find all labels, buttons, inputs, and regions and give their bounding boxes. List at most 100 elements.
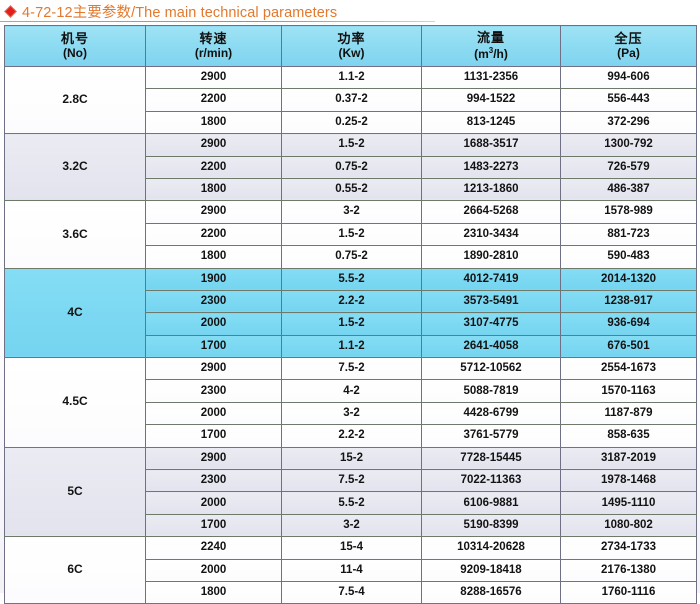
column-header-pressure-cn: 全压 [614,30,643,46]
cell-power: 2.2-2 [281,424,422,448]
cell-flow: 6106-9881 [421,491,561,515]
column-header-power-en: (Kw) [338,45,365,60]
cell-pressure: 881-723 [560,222,697,247]
cell-model: 3.2C [4,133,146,202]
cell-speed: 1700 [145,334,282,359]
cell-speed: 2900 [145,133,282,157]
cell-speed: 2000 [145,558,282,582]
column-header-model: 机号 (No) [4,25,146,67]
cell-flow: 3107-4775 [421,312,561,336]
cell-pressure: 2554-1673 [560,357,697,381]
cell-pressure: 994-606 [560,65,697,90]
cell-power: 15-4 [281,536,422,560]
table-row: 2200 0.37-2 994-1522 556-443 [5,88,697,112]
column-header-flow-en: (m3/h) [474,45,508,61]
table-row: 1800 0.55-2 1213-1860 486-387 [5,177,697,202]
cell-flow: 10314-20628 [421,536,561,560]
column-header-model-cn: 机号 [60,30,89,46]
cell-power: 1.5-2 [281,133,422,157]
cell-power: 0.25-2 [281,110,422,135]
column-header-speed: 转速 (r/min) [145,25,282,67]
cell-speed: 1800 [145,245,282,269]
cell-power: 7.5-2 [281,469,422,493]
table-row: 4C 1900 5.5-2 4012-7419 2014-1320 [4,267,697,359]
cell-pressure: 1187-879 [560,401,697,426]
table-row: 1700 2.2-2 3761-5779 858-635 [5,424,697,448]
table-header: 机号 (No) 转速 (r/min) 功率 (Kw) 流量 (m3/h) 全压 [4,25,697,67]
column-header-speed-cn: 转速 [199,30,228,46]
cell-pressure: 676-501 [560,334,697,359]
cell-power: 1.5-2 [281,312,422,336]
cell-power: 3-2 [281,200,422,224]
cell-speed: 1900 [145,267,282,291]
cell-power: 0.37-2 [281,88,422,112]
cell-flow: 1890-2810 [421,245,561,269]
table-row: 2300 7.5-2 7022-11363 1978-1468 [5,469,697,493]
table-row: 3.6C 2900 3-2 2664-5268 1578-989 [4,200,697,269]
cell-pressure: 1495-1110 [560,491,697,515]
table-row: 1700 3-2 5190-8399 1080-802 [5,513,697,538]
cell-pressure: 2734-1733 [560,536,697,560]
table-row: 1800 0.75-2 1890-2810 590-483 [5,245,697,269]
cell-speed: 1700 [145,424,282,448]
table-row: 4.5C 2900 7.5-2 5712-10562 2554-1673 [4,357,697,448]
cell-speed: 2300 [145,379,282,403]
cell-power: 4-2 [281,379,422,403]
cell-speed: 2900 [145,446,282,471]
cell-power: 11-4 [281,558,422,582]
column-header-flow: 流量 (m3/h) [421,25,561,67]
table-row: 3.2C 2900 1.5-2 1688-3517 1300-792 [4,133,697,202]
table-row: 2300 2.2-2 3573-5491 1238-917 [5,289,697,314]
cell-pressure: 1570-1163 [560,379,697,403]
cell-pressure: 726-579 [560,155,697,179]
cell-power: 3-2 [281,513,422,538]
cell-flow: 2664-5268 [421,200,561,224]
cell-pressure: 936-694 [560,312,697,336]
cell-flow: 813-1245 [421,110,561,135]
cell-flow: 4012-7419 [421,267,561,291]
cell-speed: 1700 [145,513,282,538]
cell-speed: 2300 [145,289,282,314]
cell-power: 1.1-2 [281,334,422,359]
cell-pressure: 858-635 [560,424,697,448]
cell-speed: 2900 [145,200,282,224]
cell-speed: 2200 [145,222,282,247]
cell-flow: 1131-2356 [421,65,561,90]
table-row: 2000 5.5-2 6106-9881 1495-1110 [5,491,697,515]
cell-speed: 2000 [145,312,282,336]
cell-pressure: 2176-1380 [560,558,697,582]
cell-flow: 1213-1860 [421,177,561,202]
cell-pressure: 2014-1320 [560,267,697,291]
cell-speed: 1800 [145,177,282,202]
cell-speed: 2000 [145,401,282,426]
cell-power: 0.75-2 [281,245,422,269]
title-underline-divider [0,21,435,22]
table-row: 2000 3-2 4428-6799 1187-879 [5,401,697,426]
cell-pressure: 1578-989 [560,200,697,224]
table-row: 1700 1.1-2 2641-4058 676-501 [5,334,697,359]
cell-pressure: 556-443 [560,88,697,112]
page-title: 4-72-12主要参数/The main technical parameter… [0,0,700,22]
cell-pressure: 1080-802 [560,513,697,538]
cell-flow: 9209-18418 [421,558,561,582]
cell-flow: 3573-5491 [421,289,561,314]
cell-power: 3-2 [281,401,422,426]
cell-speed: 2900 [145,357,282,381]
cell-power: 1.1-2 [281,65,422,90]
column-header-pressure-en: (Pa) [617,45,640,60]
cell-power: 0.55-2 [281,177,422,202]
cell-pressure: 590-483 [560,245,697,269]
table-row: 2300 4-2 5088-7819 1570-1163 [5,379,697,403]
column-header-flow-cn: 流量 [476,29,505,45]
cell-power: 15-2 [281,446,422,471]
cell-speed: 1800 [145,110,282,135]
table-row: 2000 1.5-2 3107-4775 936-694 [5,312,697,336]
cell-flow: 1483-2273 [421,155,561,179]
column-header-power: 功率 (Kw) [281,25,422,67]
page-title-text: 4-72-12主要参数/The main technical parameter… [22,4,338,21]
column-header-pressure: 全压 (Pa) [560,25,697,67]
column-header-speed-en: (r/min) [194,45,233,60]
cell-pressure: 1978-1468 [560,469,697,493]
cell-speed: 2000 [145,491,282,515]
